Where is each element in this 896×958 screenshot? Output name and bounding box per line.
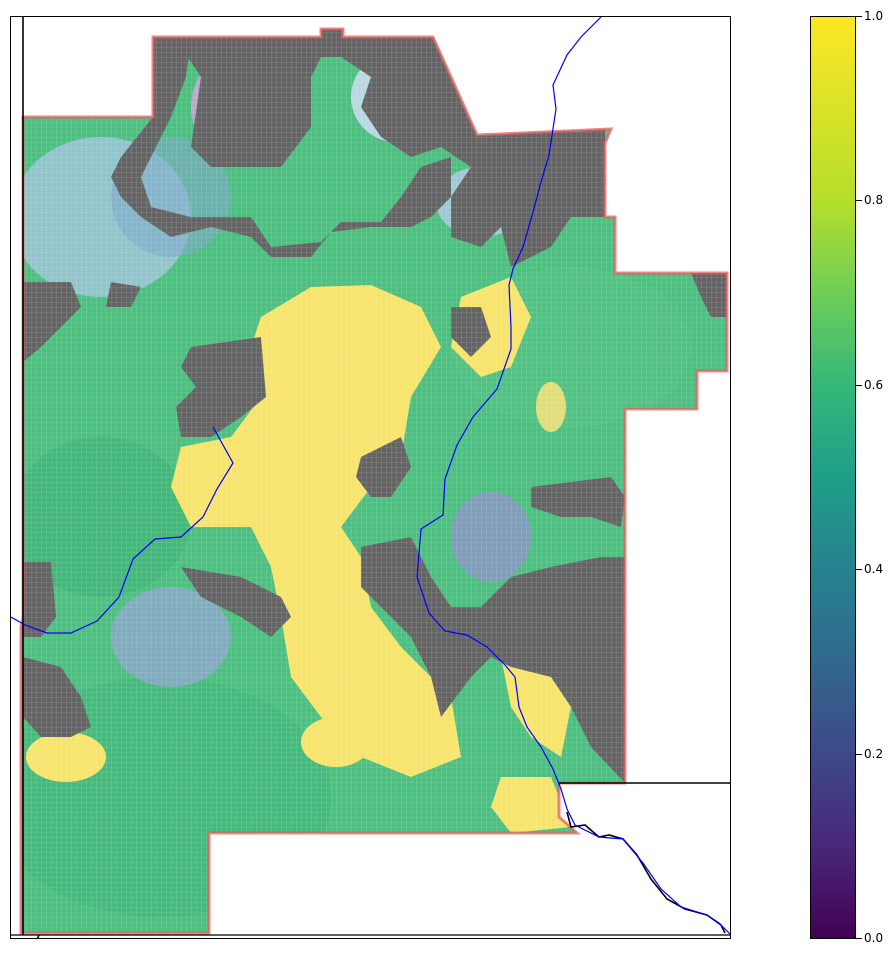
- colorbar-tick-label: 1.0: [864, 9, 884, 23]
- river: [416, 17, 730, 936]
- colorbar-tick: [856, 200, 862, 202]
- colorbar-tick: [856, 384, 862, 386]
- colorbar-tick-label: 0.0: [864, 931, 884, 945]
- colorbar-tick-label: 0.6: [864, 377, 884, 392]
- value-field: [21, 29, 727, 933]
- colorbar-tick: [856, 938, 862, 939]
- map-canvas: [11, 17, 730, 938]
- colorbar: [810, 16, 856, 939]
- colorbar-tick: [856, 569, 862, 571]
- colorbar-tick: [856, 753, 862, 755]
- colorbar-tick-label: 0.2: [864, 746, 884, 761]
- colorbar-tick: [856, 16, 862, 17]
- colorbar-tick-label: 0.8: [864, 193, 884, 208]
- colorbar-gradient: [811, 17, 855, 938]
- map-panel: [10, 16, 731, 939]
- colorbar-tick-label: 0.4: [864, 562, 884, 577]
